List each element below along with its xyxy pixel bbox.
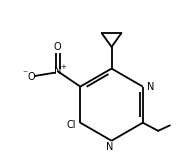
Text: N: N: [106, 142, 114, 152]
Text: N: N: [147, 82, 154, 92]
Text: +: +: [60, 64, 66, 70]
Text: Cl: Cl: [66, 120, 76, 129]
Text: N: N: [54, 66, 61, 76]
Text: ⁻: ⁻: [22, 69, 27, 79]
Text: O: O: [28, 72, 35, 82]
Text: O: O: [54, 42, 62, 52]
